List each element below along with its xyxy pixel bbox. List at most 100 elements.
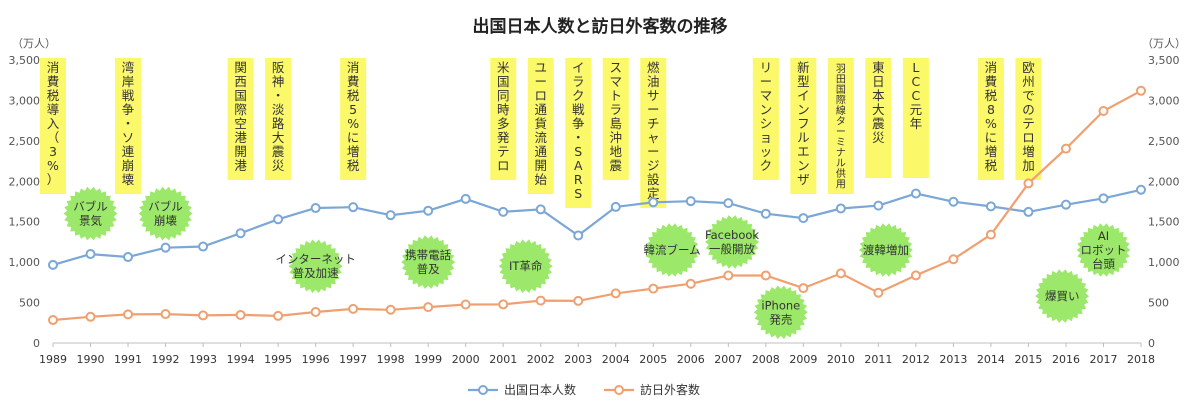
event-text: 燃油サーチャージ設定 [647,60,660,201]
event-label: 米国同時多発テロ [490,58,517,180]
event-box [40,58,66,194]
x-tick-label: 1999 [414,353,442,366]
data-point [835,203,846,214]
data-point [873,287,884,298]
bubble-text: バブル [148,200,183,214]
x-tick-label: 1992 [152,353,180,366]
data-point [535,204,546,215]
bubble-text: 渡韓増加 [863,243,909,257]
bubble-shape [288,239,343,293]
event-box [902,58,929,178]
data-point [798,213,809,224]
data-point [610,201,621,212]
data-point [1136,85,1146,96]
y-tick-right: 3,500 [1148,54,1180,67]
event-text: 消費税導入（ 3%） [47,60,60,187]
series-line-0 [52,188,1142,266]
data-point [310,203,321,214]
bubble-text: 台頭 [1092,257,1115,271]
data-point [385,210,396,221]
y-tick-left: 2,500 [9,135,41,148]
data-point [235,309,246,320]
data-point [460,299,471,310]
bubble-text: AI [1098,229,1109,243]
data-point [198,241,209,252]
data-point [160,242,171,253]
x-tick-label: 2007 [714,353,742,366]
data-point [948,254,959,265]
data-point [610,288,621,299]
event-box [602,58,629,180]
bubble-text: 普及 [417,262,440,276]
legend-label: 出国日本人数 [504,382,576,397]
data-point [948,196,959,207]
event-text: 関西国際空港開港 [234,60,247,173]
bubble-shape [63,186,118,241]
y-tick-left: 3,500 [9,54,41,67]
series-lines [48,85,1146,326]
event-box [527,58,554,194]
event-text: L C C 元年 [910,60,923,131]
x-tick-label: 2018 [1127,353,1155,366]
data-point [273,310,284,321]
x-tick-label: 2013 [939,353,967,366]
data-point [198,310,209,321]
y-tick-right: 2,500 [1148,135,1180,148]
bubble-text: 崩壊 [154,214,177,228]
x-tick-label: 2015 [1014,353,1042,366]
y-tick-left: 1,500 [9,216,41,229]
y-tick-right: 500 [1148,297,1169,310]
x-tick-label: 2014 [977,353,1005,366]
event-box [565,58,592,208]
data-point [348,303,359,314]
data-point [648,283,659,294]
data-point [723,270,734,281]
event-text: 消費税 8 %に増税 [985,60,998,173]
data-point [685,278,696,289]
annotation-bubble: 韓流ブーム [643,223,701,277]
data-point [235,228,246,239]
y-unit-left: （万人） [12,37,56,50]
legend: 出国日本人数 訪日外客数 [468,382,700,397]
data-point [498,299,509,310]
event-box [340,58,367,180]
y-tick-right: 0 [1148,337,1155,350]
bubble-shape [858,223,913,277]
x-tick-label: 2005 [639,353,667,366]
data-point [873,200,884,211]
bubble-shape [498,239,553,293]
annotation-bubble: IT革命 [498,239,553,293]
event-label: ユーロ通貨流通開始 [527,58,554,194]
event-text: ユーロ通貨流通開始 [534,60,547,187]
data-point [798,283,809,294]
event-label: 東日本大震災 [865,58,892,178]
event-text: 消費税 5 %に増税 [347,60,360,173]
chart-title: 出国日本人数と訪日外客数の推移 [473,16,728,37]
data-point [348,202,359,213]
data-point [910,270,921,281]
bubble-text: 韓流ブーム [643,243,700,257]
event-text: スマトラ島沖地震 [610,60,623,173]
event-label: 阪神・淡路大震災 [265,58,292,180]
data-point [1098,106,1109,117]
data-point [648,197,659,208]
y-tick-right: 2,000 [1148,175,1180,188]
data-point [423,205,434,216]
bubble-shape [1076,223,1131,277]
event-label: 燃油サーチャージ設定 [640,58,667,208]
x-tick-label: 2001 [489,353,517,366]
event-text: 欧州でのテロ増加 [1022,60,1035,173]
event-text: 米国同時多発テロ [497,60,510,173]
data-point [85,249,96,260]
event-text: 阪神・淡路大震災 [272,60,285,173]
bubble-text: バブル [73,200,108,214]
event-box [977,58,1004,180]
y-tick-right: 1,000 [1148,256,1180,269]
data-point [85,311,96,322]
data-point [48,259,58,270]
